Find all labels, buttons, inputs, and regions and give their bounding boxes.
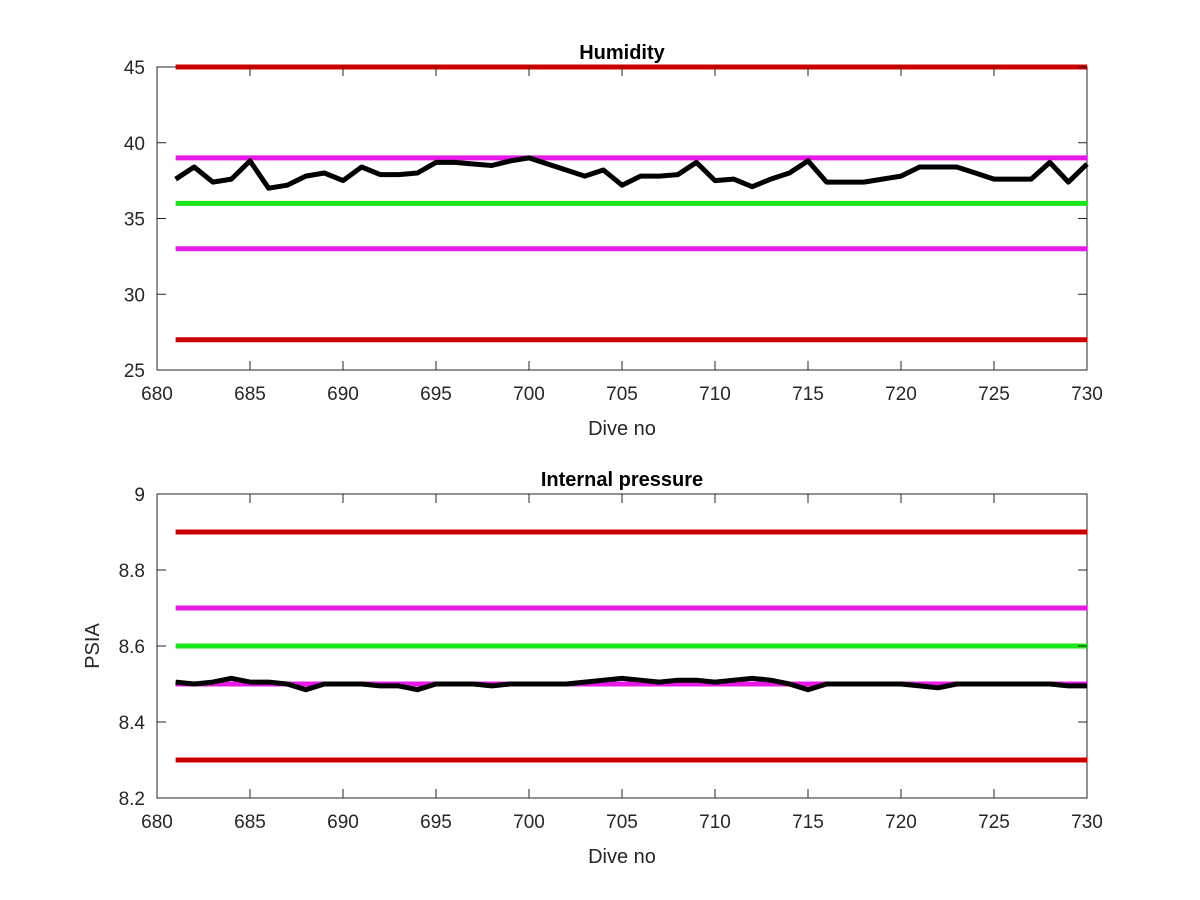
- pressure-y-axis-label: PSIA: [82, 623, 104, 669]
- humidity-chart-panel: 680 685 690 695 700 705 710 715 720 725 730 25 30 35 4…: [124, 42, 1103, 440]
- pressure-x-tick-label: 690: [327, 812, 359, 833]
- pressure-x-tick-label: 725: [978, 812, 1010, 833]
- pressure-x-tick-label: 700: [513, 812, 545, 833]
- pressure-x-axis-label: Dive no: [588, 846, 656, 868]
- pressure-y-tick-label: 8.6: [119, 637, 145, 658]
- humidity-y-tick-label: 25: [124, 361, 145, 382]
- humidity-x-tick-label: 730: [1071, 384, 1103, 405]
- humidity-x-tick-label: 715: [792, 384, 824, 405]
- pressure-data-line: [175, 675, 1087, 693]
- humidity-x-tick-label: 680: [141, 384, 173, 405]
- humidity-y-tick-label: 45: [124, 58, 145, 79]
- humidity-x-tick-label: 725: [978, 384, 1010, 405]
- humidity-x-tick-label: 685: [234, 384, 266, 405]
- pressure-y-tick-label: 8.2: [119, 789, 145, 810]
- pressure-chart-title: Internal pressure: [541, 469, 703, 491]
- humidity-x-tick-label: 695: [420, 384, 452, 405]
- humidity-y-tick-label: 30: [124, 285, 145, 306]
- pressure-y-tick-label: 9: [134, 485, 145, 506]
- pressure-x-tick-label: 720: [885, 812, 917, 833]
- humidity-x-tick-label: 705: [606, 384, 638, 405]
- humidity-axes-box: [156, 66, 1088, 371]
- pressure-x-tick-label: 710: [699, 812, 731, 833]
- pressure-x-tick-label: 715: [792, 812, 824, 833]
- humidity-y-tick-label: 40: [124, 134, 145, 155]
- humidity-data-line: [174, 155, 1089, 191]
- humidity-chart-title: Humidity: [579, 42, 665, 64]
- humidity-y-tick-label: 35: [124, 210, 145, 231]
- pressure-x-tick-label: 730: [1071, 812, 1103, 833]
- pressure-x-tick-label: 680: [141, 812, 173, 833]
- pressure-x-tick-label: 695: [420, 812, 452, 833]
- pressure-chart-panel: 680 685 690 695 700 705 710 715 720 725 730 8.2 8.4 8…: [82, 469, 1103, 868]
- humidity-x-tick-label: 720: [885, 384, 917, 405]
- pressure-y-tick-label: 8.4: [119, 713, 146, 734]
- pressure-y-tick-label: 8.8: [119, 561, 145, 582]
- humidity-x-tick-label: 690: [327, 384, 359, 405]
- pressure-x-tick-label: 685: [234, 812, 266, 833]
- pressure-x-tick-label: 705: [606, 812, 638, 833]
- humidity-x-tick-label: 700: [513, 384, 545, 405]
- humidity-x-axis-label: Dive no: [588, 418, 656, 440]
- humidity-x-tick-label: 710: [699, 384, 731, 405]
